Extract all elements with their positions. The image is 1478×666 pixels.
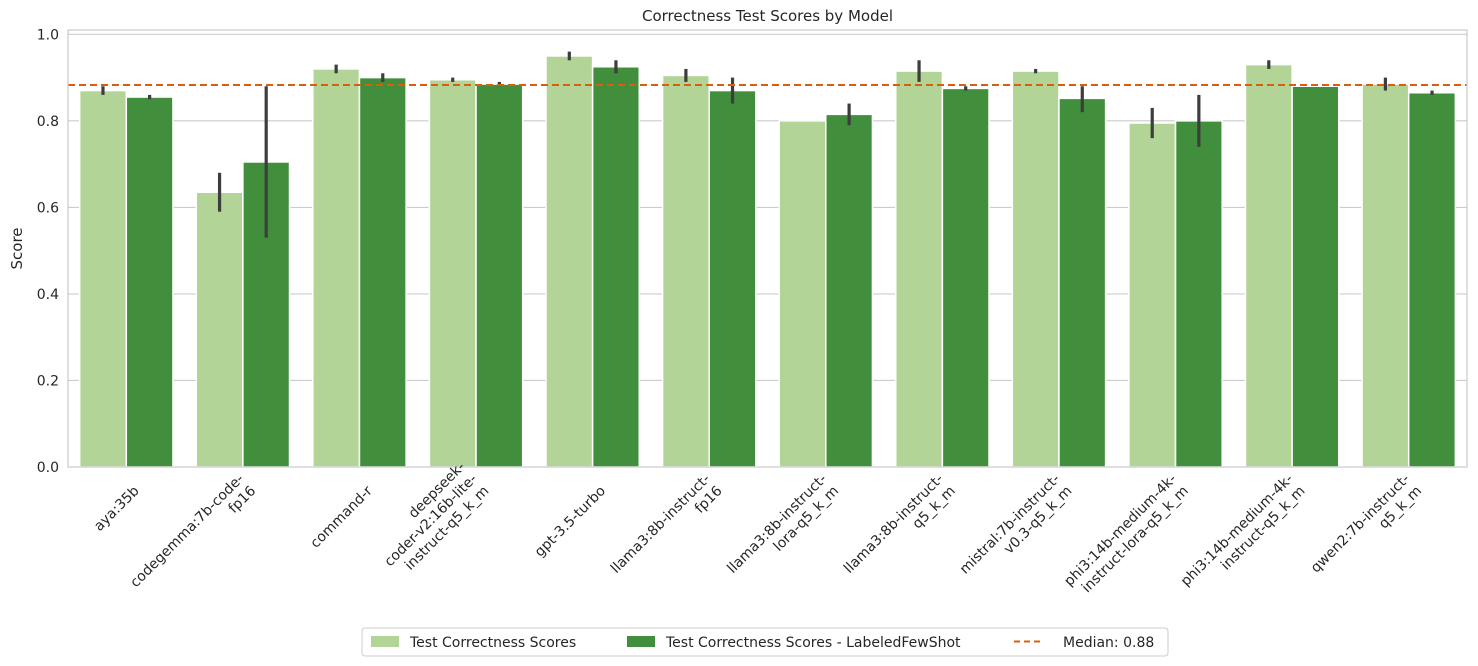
legend-swatch-series-2 xyxy=(627,636,655,647)
x-tick-label-line: llama3:8b-instruct- xyxy=(841,471,947,577)
legend-label-series-2: Test Correctness Scores - LabeledFewShot xyxy=(665,635,961,651)
y-tick-label: 0.2 xyxy=(37,373,59,389)
x-tick-label: llama3:8b-instruct-q5_k_m xyxy=(841,471,959,577)
bar xyxy=(1128,122,1177,468)
chart-title: Correctness Test Scores by Model xyxy=(642,7,893,25)
x-tick-label: mistral:7b-instruct-v0.3-q5_k_m xyxy=(957,471,1075,577)
bar xyxy=(1058,97,1107,468)
x-tick-label: phi3:14b-medium-4k-instruct-lora-q5_k_m xyxy=(1061,471,1192,596)
bar xyxy=(778,120,827,468)
bar xyxy=(428,79,477,468)
x-tick-label-line: llama3:8b-instruct- xyxy=(608,471,714,577)
bar xyxy=(894,70,944,468)
bar xyxy=(78,89,128,468)
x-tick-label-line: mistral:7b-instruct- xyxy=(957,471,1063,577)
x-tick-label: command-r xyxy=(307,483,376,552)
x-tick-label: aya:35b xyxy=(91,483,143,535)
y-tick-label: 1.0 xyxy=(37,27,59,43)
y-tick-label: 0.0 xyxy=(37,460,59,476)
bar xyxy=(661,74,710,468)
bar xyxy=(1361,83,1410,468)
legend-label-median: Median: 0.88 xyxy=(1063,635,1154,651)
x-tick-label-line: instruct-lora-q5_k_m xyxy=(1079,483,1192,596)
x-tick-label-line: gpt-3.5-turbo xyxy=(532,483,609,560)
x-tick-label: codegemma:7b-code-fp16 xyxy=(127,471,259,591)
bars xyxy=(78,55,1457,468)
bar xyxy=(1407,91,1457,468)
x-tick-label: phi3:14b-medium-4k-instruct-q5_k_m xyxy=(1178,471,1309,590)
x-tick-label-line: qwen2:7b-instruct- xyxy=(1308,471,1413,576)
bar xyxy=(1011,70,1060,468)
x-tick-label: llama3:8b-instruct-fp16 xyxy=(608,471,726,577)
bar xyxy=(195,191,244,468)
bar xyxy=(825,113,874,468)
bar xyxy=(475,83,524,468)
bar xyxy=(1174,120,1223,468)
x-tick-label-line: aya:35b xyxy=(91,483,143,535)
legend-label-series-1: Test Correctness Scores xyxy=(409,635,576,651)
x-tick-label: deepseek-coder-v2:16b-lite-instruct-q5_k… xyxy=(381,459,492,574)
bar xyxy=(545,55,594,468)
bar xyxy=(312,68,361,468)
bar xyxy=(125,96,174,468)
y-axis-label: Score xyxy=(8,227,26,269)
y-axis-ticks: 0.0 0.2 0.4 0.6 0.8 1.0 xyxy=(37,27,59,476)
legend-box xyxy=(361,627,1169,657)
bar xyxy=(1291,85,1340,468)
y-tick-label: 0.8 xyxy=(37,114,59,130)
bar xyxy=(941,87,990,468)
x-tick-label-line: phi3:14b-medium-4k- xyxy=(1061,471,1180,590)
x-tick-label: llama3:8b-instruct-lora-q5_k_m xyxy=(724,471,842,577)
x-tick-label-line: command-r xyxy=(307,483,376,552)
bar xyxy=(1244,63,1293,468)
x-tick-label-line: codegemma:7b-code- xyxy=(127,471,247,591)
bar xyxy=(708,89,757,468)
plot-frame xyxy=(67,29,1468,468)
x-tick-label: qwen2:7b-instruct-q5_k_m xyxy=(1308,471,1425,576)
legend-swatch-series-1 xyxy=(371,636,399,647)
x-tick-label-line: llama3:8b-instruct- xyxy=(724,471,830,577)
error-bars xyxy=(101,51,1434,238)
y-tick-label: 0.6 xyxy=(37,200,59,216)
y-tick-label: 0.4 xyxy=(37,287,59,303)
x-tick-label-line: phi3:14b-medium-4k- xyxy=(1178,471,1297,590)
bar xyxy=(358,76,407,468)
legend: Test Correctness Scores Test Correctness… xyxy=(361,627,1169,657)
x-tick-label: gpt-3.5-turbo xyxy=(532,483,609,560)
bar xyxy=(591,66,641,468)
